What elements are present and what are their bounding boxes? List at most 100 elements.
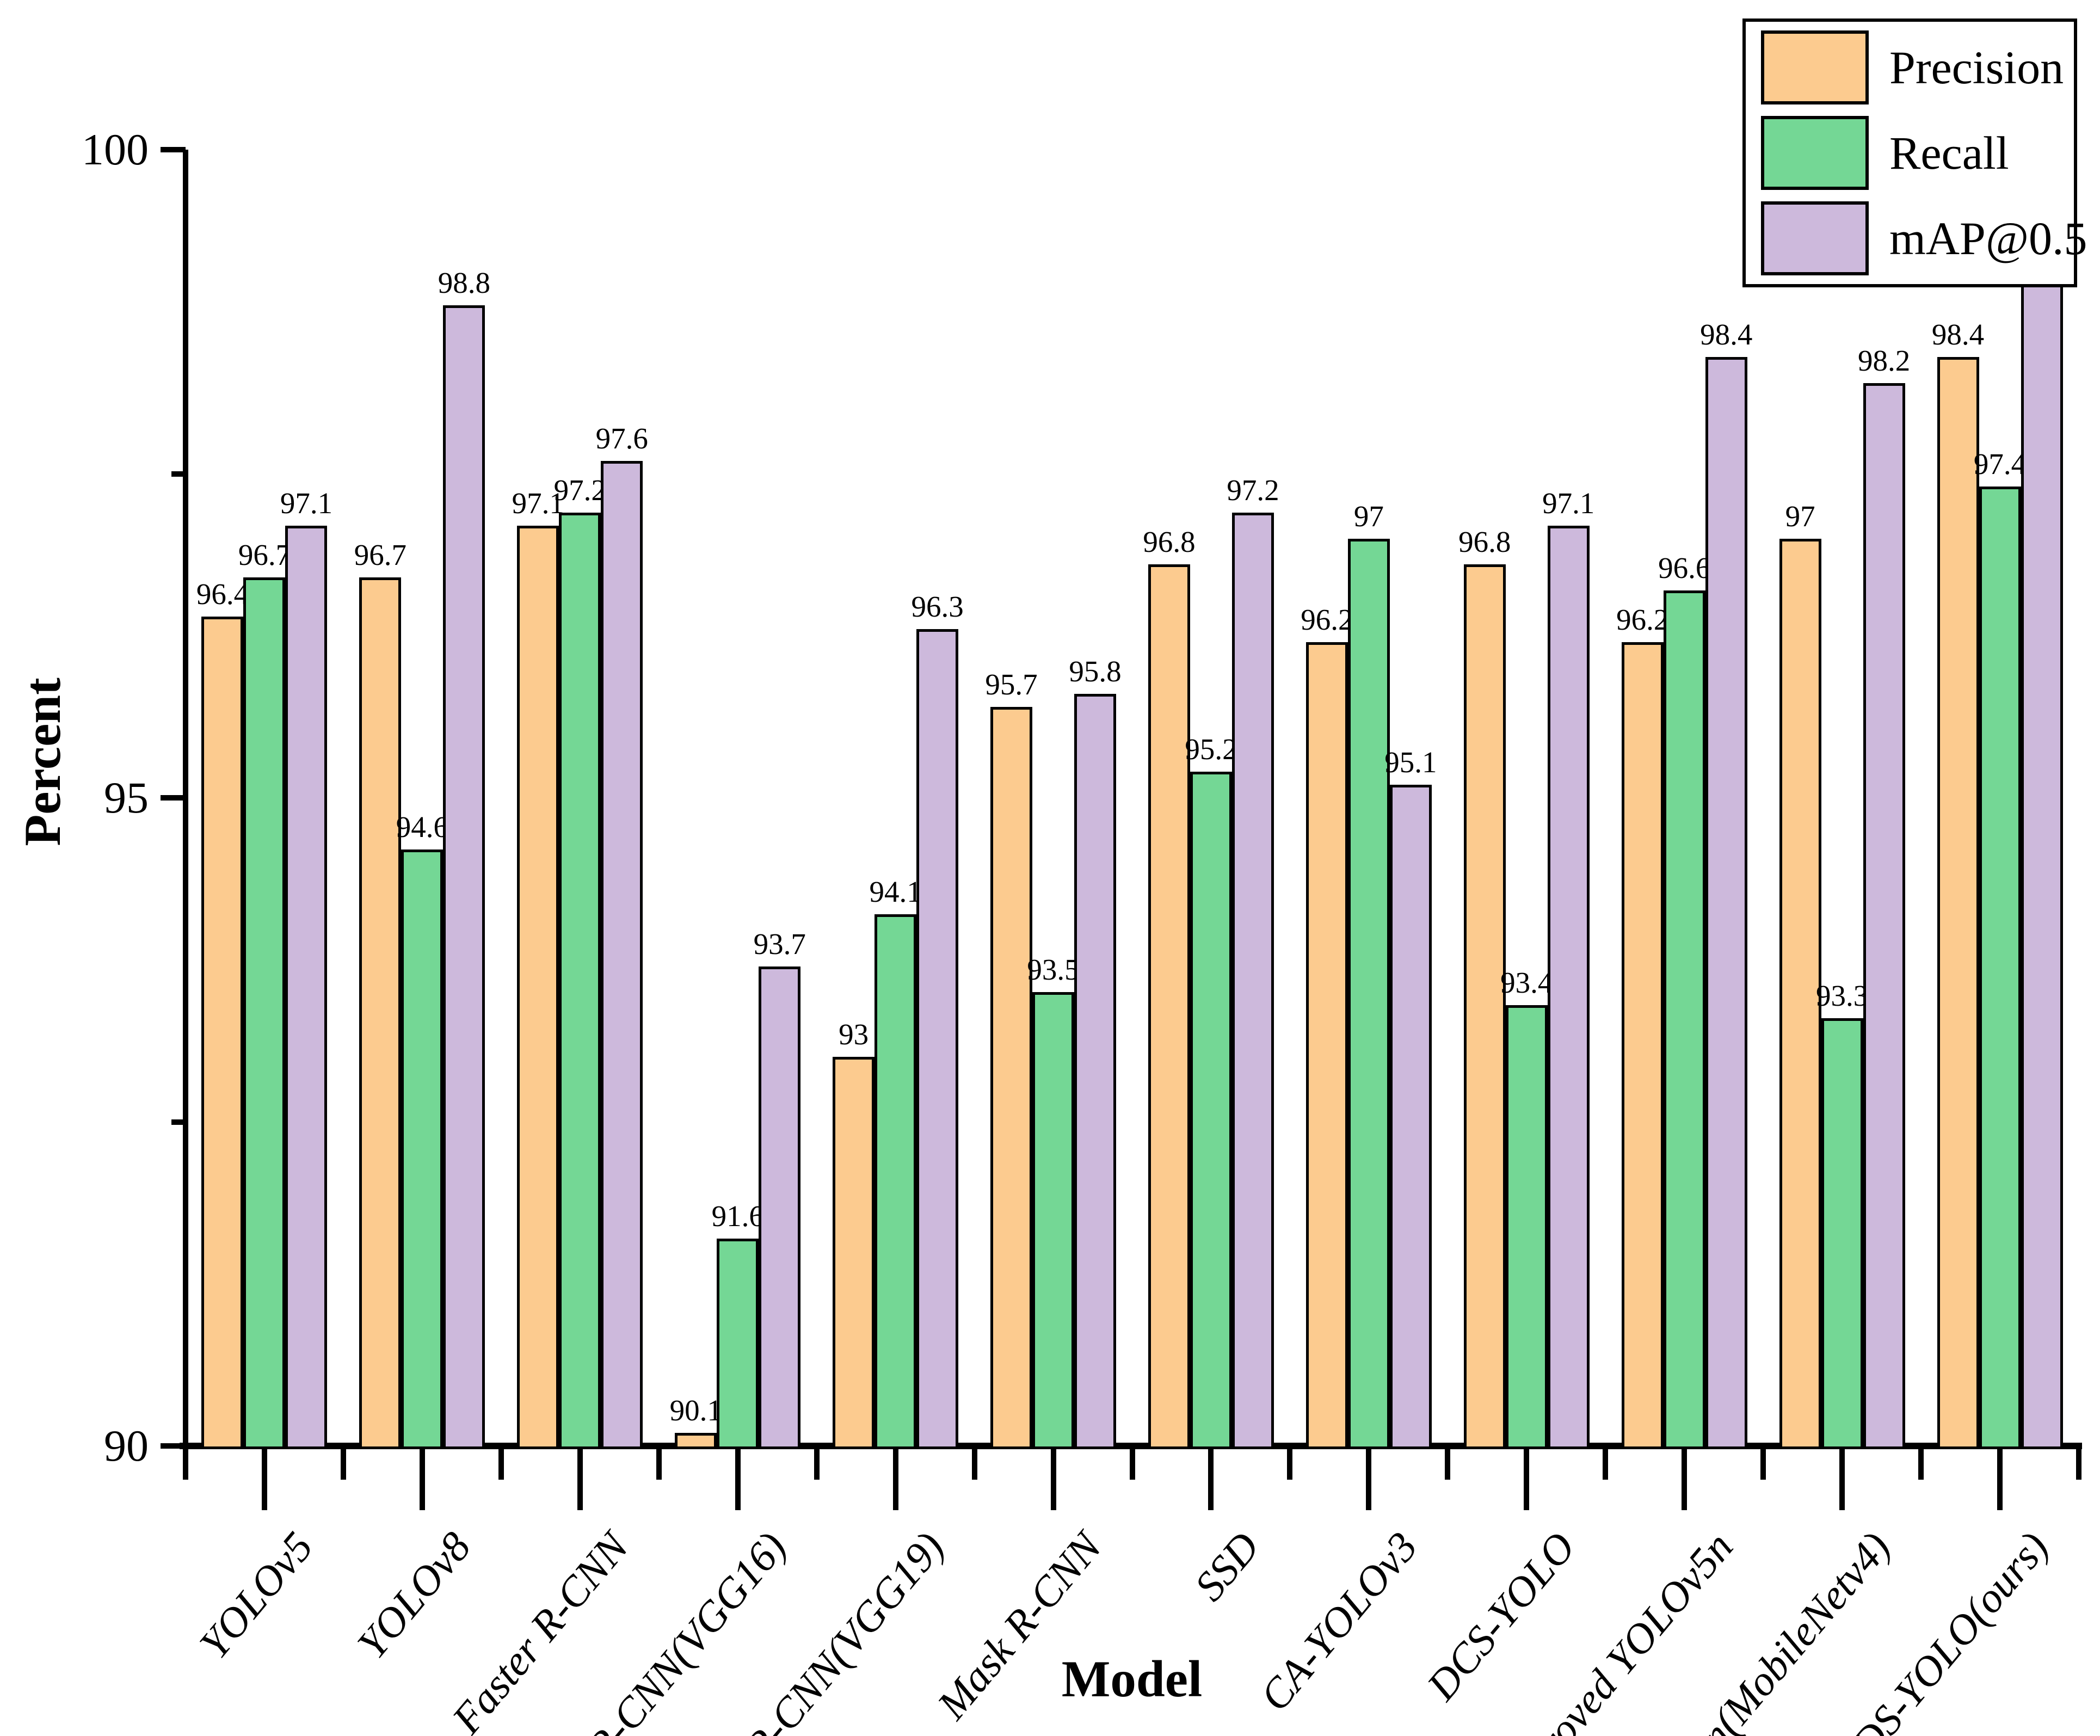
bar-recall bbox=[1663, 590, 1705, 1449]
x-axis-minor-tick bbox=[340, 1449, 346, 1480]
bar-precision bbox=[517, 525, 559, 1449]
x-category-label: YOLOv8 bbox=[348, 1523, 480, 1667]
bar-value-label: 96.8 bbox=[1143, 525, 1196, 559]
bar-recall bbox=[1979, 487, 2021, 1449]
bar-value-label: 97.2 bbox=[553, 473, 606, 507]
x-axis-minor-tick bbox=[183, 1449, 188, 1480]
bar-recall bbox=[401, 849, 444, 1449]
bar-recall bbox=[1505, 1005, 1548, 1449]
bar-recall bbox=[559, 512, 601, 1449]
bar-map-0-5 bbox=[443, 305, 485, 1449]
legend-swatch-map-0-5 bbox=[1761, 201, 1869, 275]
x-axis-minor-tick bbox=[1603, 1449, 1609, 1480]
legend-swatch-precision bbox=[1761, 30, 1869, 104]
bar-recall bbox=[875, 914, 917, 1449]
x-axis-minor-tick bbox=[1760, 1449, 1766, 1480]
x-axis-title: Model bbox=[1061, 1650, 1203, 1708]
bar-recall bbox=[243, 577, 286, 1449]
y-axis-major-tick bbox=[161, 795, 186, 801]
x-axis-major-tick bbox=[1682, 1449, 1688, 1510]
bar-map-0-5 bbox=[1074, 694, 1117, 1449]
bar-value-label: 97.1 bbox=[1542, 486, 1595, 520]
y-tick-label: 100 bbox=[82, 125, 149, 174]
y-axis-title: Percent bbox=[14, 678, 71, 846]
y-tick-label: 90 bbox=[104, 1421, 149, 1470]
bar-value-label: 97.6 bbox=[595, 421, 648, 455]
bar-recall bbox=[1190, 772, 1232, 1449]
bar-map-0-5 bbox=[1863, 383, 1905, 1449]
bar-value-label: 93.3 bbox=[1816, 978, 1869, 1012]
bar-map-0-5 bbox=[285, 525, 328, 1449]
bar-map-0-5 bbox=[1547, 525, 1590, 1449]
x-axis-minor-tick bbox=[2076, 1449, 2081, 1480]
y-axis-line bbox=[183, 150, 188, 1449]
bar-map-0-5 bbox=[1231, 512, 1274, 1449]
x-axis-major-tick bbox=[1524, 1449, 1530, 1510]
bar-value-label: 97.4 bbox=[1973, 447, 2027, 481]
legend-item: Precision bbox=[1761, 30, 2074, 104]
legend-swatch-recall bbox=[1761, 116, 1869, 190]
y-axis-major-tick bbox=[161, 1443, 186, 1449]
y-tick-label: 95 bbox=[104, 773, 149, 822]
bar-value-label: 96.7 bbox=[354, 538, 407, 572]
bar-value-label: 93.4 bbox=[1500, 966, 1553, 1000]
legend-label: mAP@0.5 bbox=[1889, 212, 2087, 264]
x-category-label: SSD bbox=[1185, 1523, 1268, 1610]
bar-value-label: 94.6 bbox=[396, 810, 448, 844]
x-axis-major-tick bbox=[577, 1449, 583, 1510]
bar-precision bbox=[1621, 642, 1664, 1449]
y-axis-minor-tick bbox=[171, 1119, 186, 1125]
bar-value-label: 94.1 bbox=[869, 875, 922, 909]
bar-map-0-5 bbox=[916, 629, 959, 1449]
bar-map-0-5 bbox=[1389, 785, 1432, 1449]
bar-value-label: 95.7 bbox=[985, 668, 1038, 701]
x-axis-major-tick bbox=[1839, 1449, 1845, 1510]
legend-item: Recall bbox=[1761, 116, 2074, 190]
x-category-label: CA-YOLOv3 bbox=[1250, 1523, 1426, 1720]
bar-value-label: 93 bbox=[839, 1018, 869, 1051]
bar-map-0-5 bbox=[2021, 253, 2063, 1449]
x-axis-major-tick bbox=[735, 1449, 741, 1510]
x-axis-minor-tick bbox=[814, 1449, 820, 1480]
bar-recall bbox=[1032, 992, 1075, 1449]
x-axis-minor-tick bbox=[1129, 1449, 1135, 1480]
x-axis-major-tick bbox=[261, 1449, 267, 1510]
legend-item: mAP@0.5 bbox=[1761, 201, 2087, 275]
bar-value-label: 97.1 bbox=[512, 486, 564, 520]
y-axis-minor-tick bbox=[171, 471, 186, 477]
x-axis-minor-tick bbox=[498, 1449, 504, 1480]
x-axis-minor-tick bbox=[1445, 1449, 1451, 1480]
bar-recall bbox=[1821, 1018, 1863, 1449]
x-axis-minor-tick bbox=[1287, 1449, 1293, 1480]
x-axis-line bbox=[180, 1443, 2082, 1449]
x-axis-major-tick bbox=[1050, 1449, 1056, 1510]
bar-value-label: 93.5 bbox=[1027, 953, 1080, 987]
x-axis-major-tick bbox=[1208, 1449, 1214, 1510]
bar-precision bbox=[359, 577, 402, 1449]
x-axis-major-tick bbox=[1997, 1449, 2003, 1510]
bar-precision bbox=[1148, 564, 1190, 1449]
x-axis-minor-tick bbox=[656, 1449, 662, 1480]
bar-precision bbox=[1463, 564, 1506, 1449]
x-axis-major-tick bbox=[419, 1449, 425, 1510]
bar-value-label: 98.8 bbox=[438, 266, 490, 299]
x-axis-minor-tick bbox=[971, 1449, 977, 1480]
y-axis-major-tick bbox=[161, 147, 186, 152]
bar-value-label: 97 bbox=[1785, 499, 1815, 533]
bar-value-label: 98.2 bbox=[1858, 343, 1911, 377]
bar-recall bbox=[1347, 538, 1390, 1449]
bar-value-label: 91.6 bbox=[711, 1199, 764, 1233]
bar-precision bbox=[675, 1433, 717, 1449]
bar-value-label: 97.1 bbox=[280, 486, 333, 520]
x-axis-major-tick bbox=[1366, 1449, 1372, 1510]
bar-value-label: 96.6 bbox=[1658, 551, 1711, 584]
bar-precision bbox=[1779, 538, 1821, 1449]
bar-map-0-5 bbox=[759, 966, 801, 1449]
x-axis-major-tick bbox=[892, 1449, 898, 1510]
x-category-label: DCS-YOLO bbox=[1417, 1523, 1584, 1709]
bar-value-label: 96.3 bbox=[911, 590, 964, 624]
bar-value-label: 93.7 bbox=[753, 927, 806, 961]
x-axis-minor-tick bbox=[1918, 1449, 1924, 1480]
x-category-label: YOLOv5 bbox=[190, 1523, 322, 1667]
